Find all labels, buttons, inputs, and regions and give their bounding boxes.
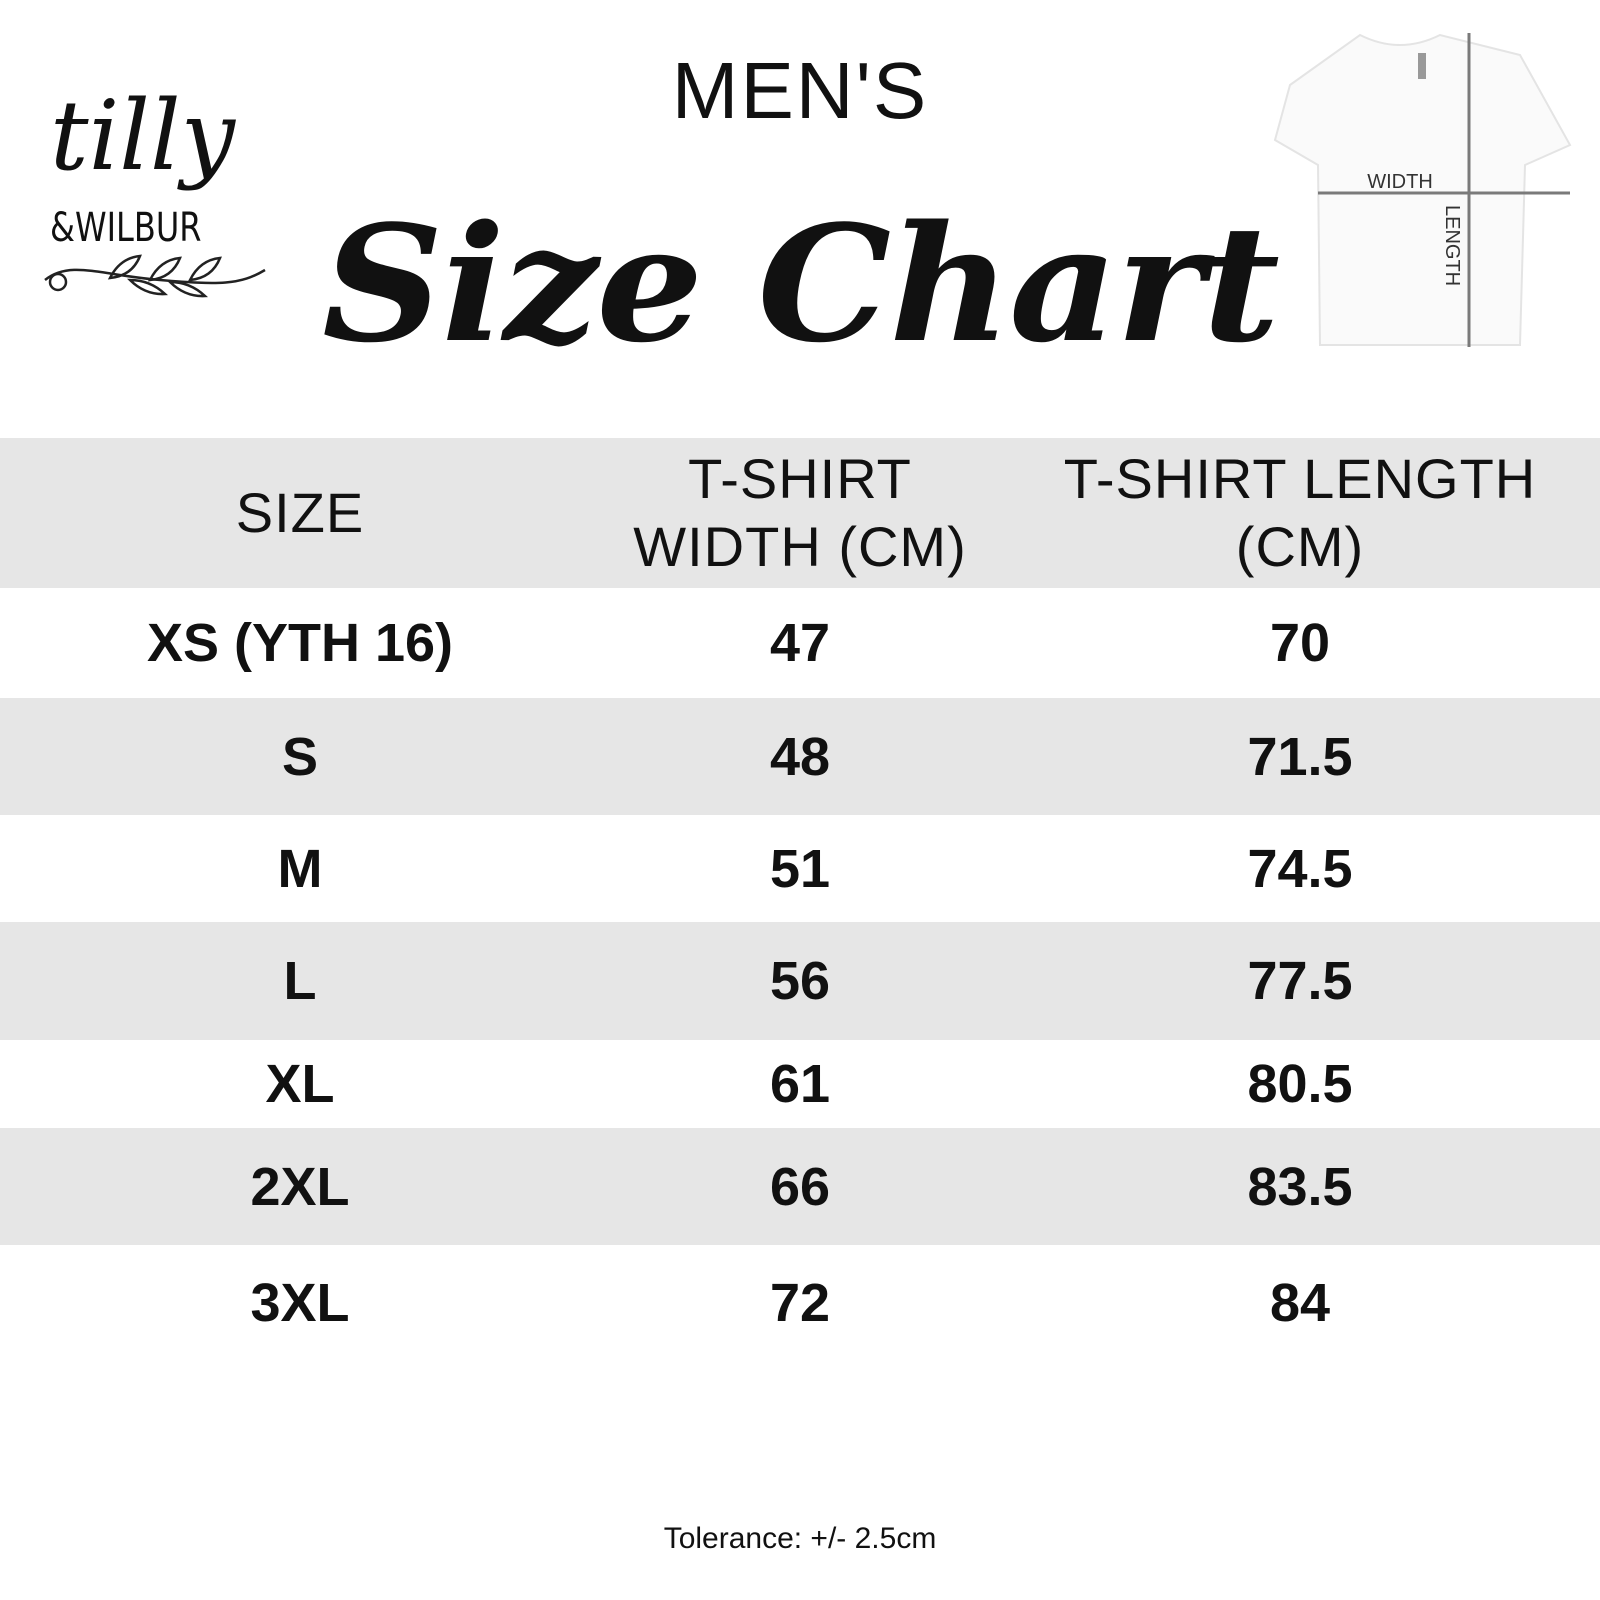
- cell-length: 70: [1269, 613, 1331, 673]
- header-size: SIZE: [235, 481, 365, 544]
- table-row: XL 61 80.5: [0, 1040, 1600, 1128]
- cell-width: 66: [769, 1156, 831, 1217]
- brand-logo-tilly: tilly: [50, 80, 235, 192]
- table-row: XS (YTH 16) 47 70: [0, 588, 1600, 698]
- cell-size: 2XL: [250, 1156, 350, 1217]
- cell-width: 72: [769, 1272, 831, 1333]
- header-width: T-SHIRT WIDTH (CM): [633, 447, 967, 578]
- cell-width: 47: [769, 613, 831, 673]
- table-row: L 56 77.5: [0, 922, 1600, 1040]
- cell-size: XL: [265, 1054, 335, 1114]
- cell-width: 61: [769, 1054, 831, 1114]
- cell-width: 56: [769, 951, 831, 1011]
- page-title: Size Chart: [322, 190, 1280, 378]
- cell-size: 3XL: [250, 1272, 350, 1333]
- cell-length: 83.5: [1247, 1156, 1353, 1217]
- vine-decoration-icon: [44, 254, 266, 298]
- cell-size: M: [277, 838, 323, 899]
- cell-size: S: [281, 726, 319, 787]
- cell-width: 51: [769, 838, 831, 899]
- cell-length: 77.5: [1247, 951, 1353, 1011]
- table-row: S 48 71.5: [0, 698, 1600, 815]
- table-row: M 51 74.5: [0, 815, 1600, 922]
- cell-length: 80.5: [1247, 1054, 1353, 1114]
- cell-length: 71.5: [1247, 726, 1353, 787]
- cell-size: XS (YTH 16): [146, 613, 454, 673]
- table-row: 3XL 72 84: [0, 1245, 1600, 1360]
- tolerance-note: Tolerance: +/- 2.5cm: [663, 1522, 937, 1555]
- brand-logo-wilbur: &WILBUR: [50, 205, 202, 251]
- cell-length: 84: [1269, 1272, 1331, 1333]
- page-subtitle: MEN'S: [671, 46, 929, 135]
- table-row: 2XL 66 83.5: [0, 1128, 1600, 1245]
- cell-length: 74.5: [1247, 838, 1353, 899]
- length-label: LENGTH: [1441, 205, 1463, 286]
- tshirt-diagram: WIDTH LENGTH: [1273, 33, 1572, 347]
- cell-size: L: [283, 951, 317, 1011]
- size-table: SIZE T-SHIRT WIDTH (CM) T-SHIRT LENGTH (…: [0, 438, 1600, 1360]
- cell-width: 48: [769, 726, 831, 787]
- table-header: SIZE T-SHIRT WIDTH (CM) T-SHIRT LENGTH (…: [0, 438, 1600, 588]
- header-length: T-SHIRT LENGTH (CM): [1063, 447, 1537, 578]
- width-label: WIDTH: [1367, 171, 1433, 193]
